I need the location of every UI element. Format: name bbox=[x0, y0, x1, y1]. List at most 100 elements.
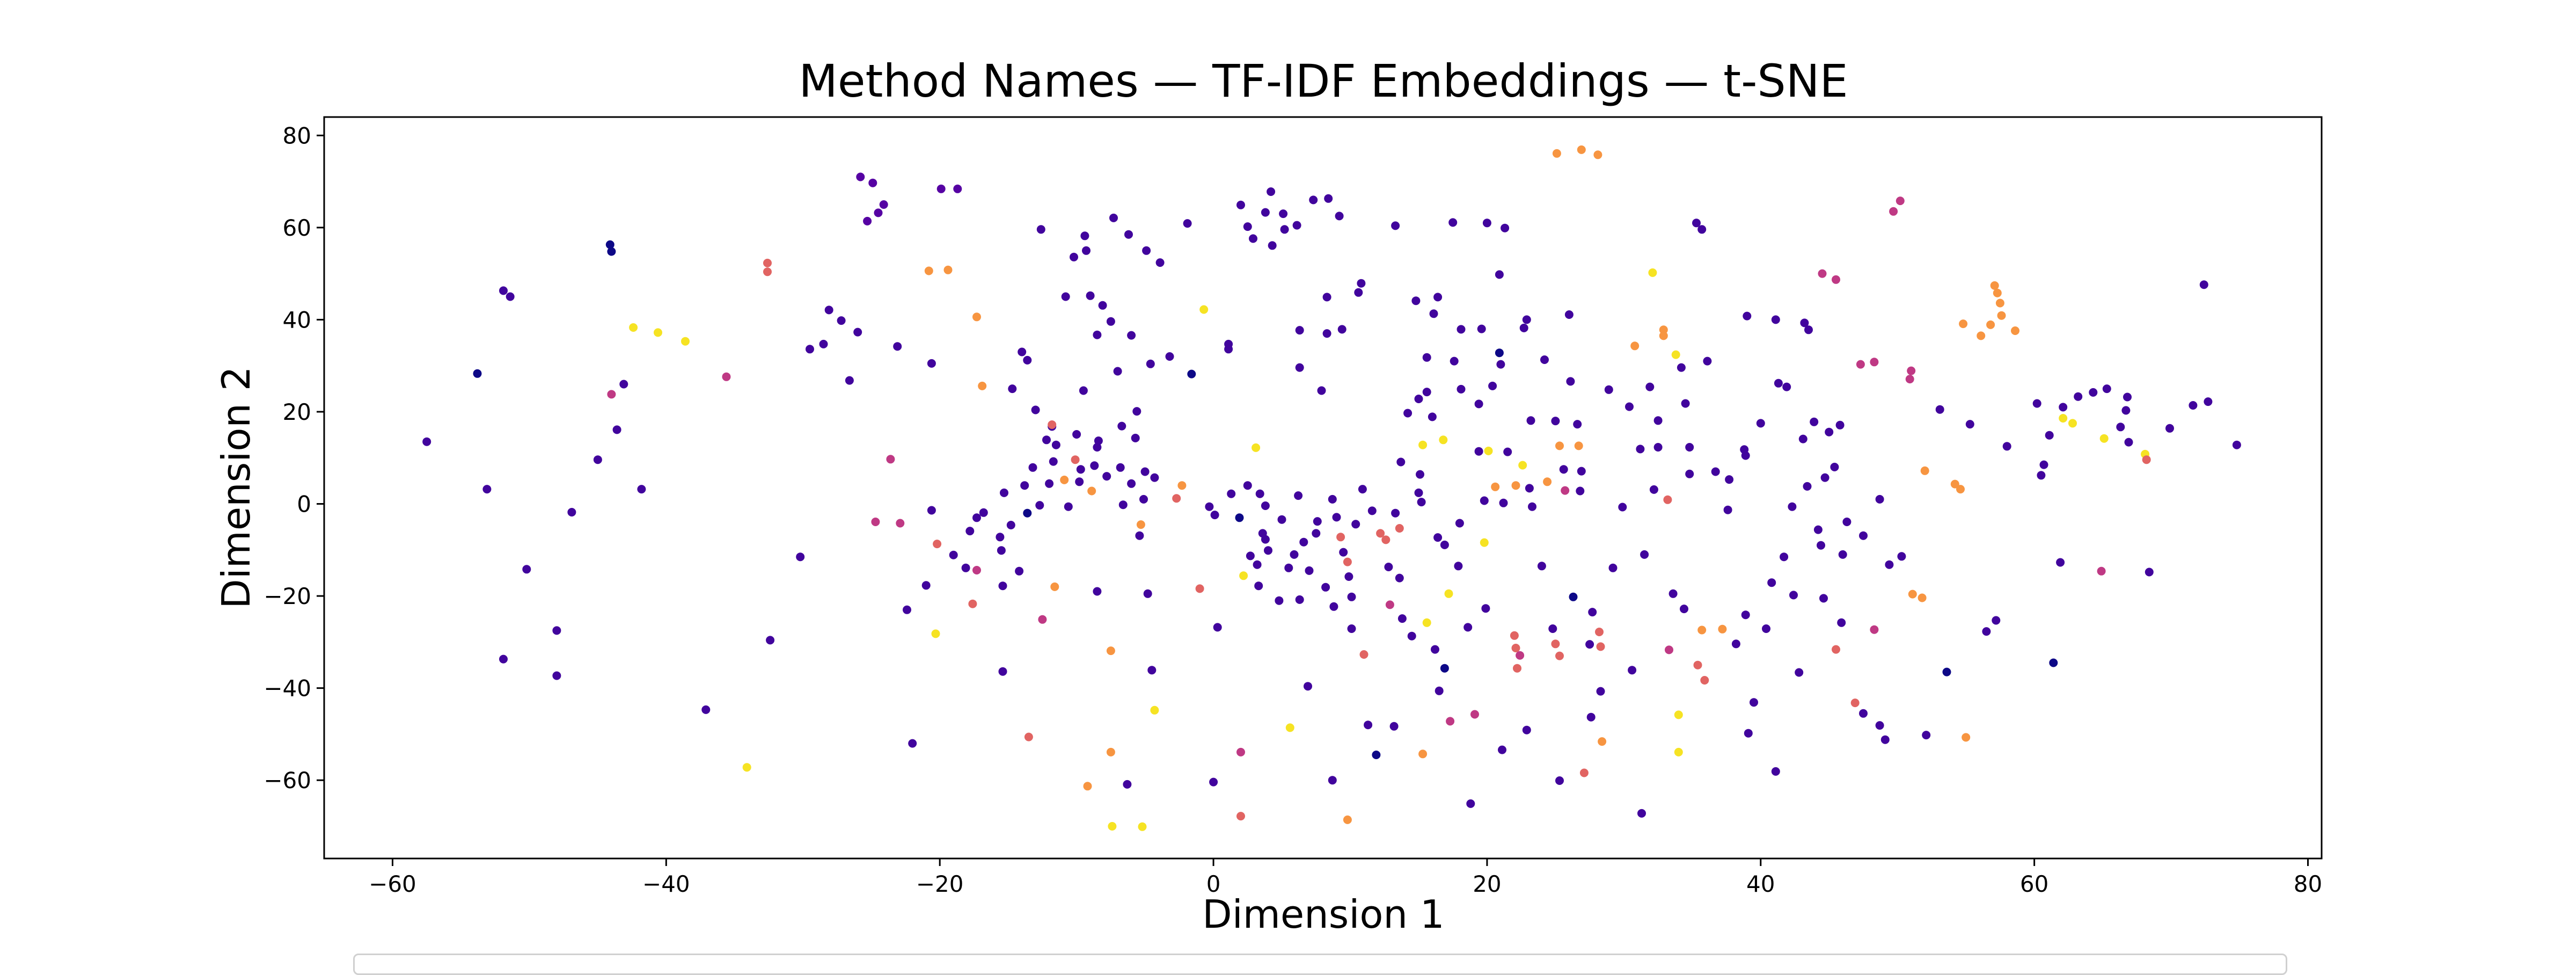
data-point bbox=[1677, 363, 1686, 372]
data-point bbox=[1290, 550, 1299, 559]
data-point bbox=[1339, 548, 1348, 557]
data-point bbox=[1395, 573, 1404, 583]
x-tick-label: 80 bbox=[2294, 871, 2322, 897]
data-point bbox=[1428, 412, 1437, 421]
data-point bbox=[2116, 423, 2125, 432]
data-point bbox=[1080, 231, 1089, 241]
data-point bbox=[766, 636, 775, 645]
data-point bbox=[1384, 563, 1393, 571]
data-point bbox=[1956, 485, 1965, 494]
data-point bbox=[1381, 535, 1391, 544]
data-point bbox=[1986, 320, 1995, 329]
data-point bbox=[1309, 195, 1318, 205]
data-point bbox=[1795, 668, 1804, 677]
data-point bbox=[1455, 519, 1464, 528]
data-point bbox=[1596, 642, 1605, 651]
data-point bbox=[1138, 822, 1147, 831]
data-point bbox=[1640, 550, 1649, 559]
data-point bbox=[1249, 234, 1257, 243]
data-point bbox=[1788, 502, 1797, 511]
data-point bbox=[1511, 644, 1520, 652]
data-point bbox=[1817, 541, 1825, 550]
data-point bbox=[1328, 776, 1337, 785]
data-point bbox=[522, 565, 531, 574]
data-point bbox=[1576, 486, 1585, 496]
data-point bbox=[1253, 560, 1262, 569]
data-point bbox=[996, 533, 1005, 542]
data-point bbox=[1495, 348, 1504, 358]
data-point bbox=[1264, 546, 1272, 555]
data-point bbox=[1480, 496, 1489, 505]
data-point bbox=[1367, 506, 1377, 515]
x-tick-label: −20 bbox=[916, 871, 964, 897]
data-point bbox=[1457, 325, 1466, 334]
data-point bbox=[1685, 469, 1694, 478]
data-point bbox=[1008, 384, 1017, 394]
data-point bbox=[949, 550, 958, 559]
data-point bbox=[654, 328, 662, 337]
data-point bbox=[1414, 488, 1423, 497]
data-point bbox=[1457, 384, 1466, 394]
data-point bbox=[927, 506, 936, 515]
data-point bbox=[1093, 330, 1102, 339]
data-point bbox=[1586, 712, 1596, 722]
data-point bbox=[1036, 225, 1045, 234]
data-point bbox=[1450, 356, 1459, 366]
y-tick-label: 20 bbox=[283, 399, 311, 425]
y-tick-label: 80 bbox=[283, 122, 311, 149]
data-point bbox=[1697, 225, 1707, 234]
data-point bbox=[1324, 194, 1333, 203]
data-point bbox=[1743, 311, 1752, 321]
data-point bbox=[1321, 583, 1330, 592]
data-point bbox=[2032, 399, 2041, 408]
data-point bbox=[1543, 477, 1552, 486]
data-point bbox=[1671, 350, 1680, 359]
data-point bbox=[1470, 710, 1479, 719]
data-point bbox=[1433, 293, 1443, 302]
data-point bbox=[1880, 735, 1890, 744]
data-point bbox=[1577, 467, 1586, 476]
data-point bbox=[1993, 288, 2002, 297]
data-point bbox=[1870, 625, 1879, 634]
data-point bbox=[2056, 558, 2065, 567]
data-point bbox=[1313, 517, 1322, 526]
data-point bbox=[886, 455, 895, 464]
data-point bbox=[1018, 347, 1027, 356]
data-point bbox=[2011, 326, 2019, 335]
data-point bbox=[1243, 222, 1252, 231]
data-point bbox=[1357, 279, 1366, 288]
data-point bbox=[1498, 745, 1506, 754]
data-point bbox=[1106, 317, 1115, 326]
data-point bbox=[1006, 521, 1015, 529]
data-point bbox=[1579, 768, 1589, 777]
points-layer bbox=[422, 145, 2241, 831]
data-point bbox=[1482, 219, 1491, 228]
data-point bbox=[1625, 402, 1634, 411]
data-point bbox=[1239, 571, 1248, 580]
data-point bbox=[473, 369, 482, 378]
data-point bbox=[1351, 520, 1360, 529]
data-point bbox=[1830, 462, 1839, 471]
data-point bbox=[1744, 729, 1753, 738]
data-point bbox=[1454, 562, 1463, 571]
data-point bbox=[1061, 292, 1070, 301]
data-point bbox=[1035, 501, 1044, 510]
data-point bbox=[1071, 455, 1080, 464]
data-point bbox=[1042, 435, 1051, 445]
data-point bbox=[927, 359, 936, 368]
x-axis-ticks: −60 −40 −20 0 20 40 60 80 bbox=[369, 858, 2322, 897]
data-point bbox=[1982, 627, 1991, 636]
data-point bbox=[1825, 427, 1834, 436]
data-point bbox=[1292, 221, 1301, 230]
data-point bbox=[1856, 360, 1865, 369]
data-point bbox=[1205, 502, 1214, 511]
data-point bbox=[1391, 221, 1400, 230]
data-point bbox=[1693, 660, 1702, 670]
data-point bbox=[1519, 323, 1528, 332]
data-point bbox=[1422, 353, 1431, 362]
data-point bbox=[1835, 420, 1845, 430]
data-point bbox=[2037, 471, 2046, 480]
data-point bbox=[1087, 486, 1096, 496]
data-point bbox=[2102, 384, 2111, 394]
data-point bbox=[824, 305, 833, 315]
